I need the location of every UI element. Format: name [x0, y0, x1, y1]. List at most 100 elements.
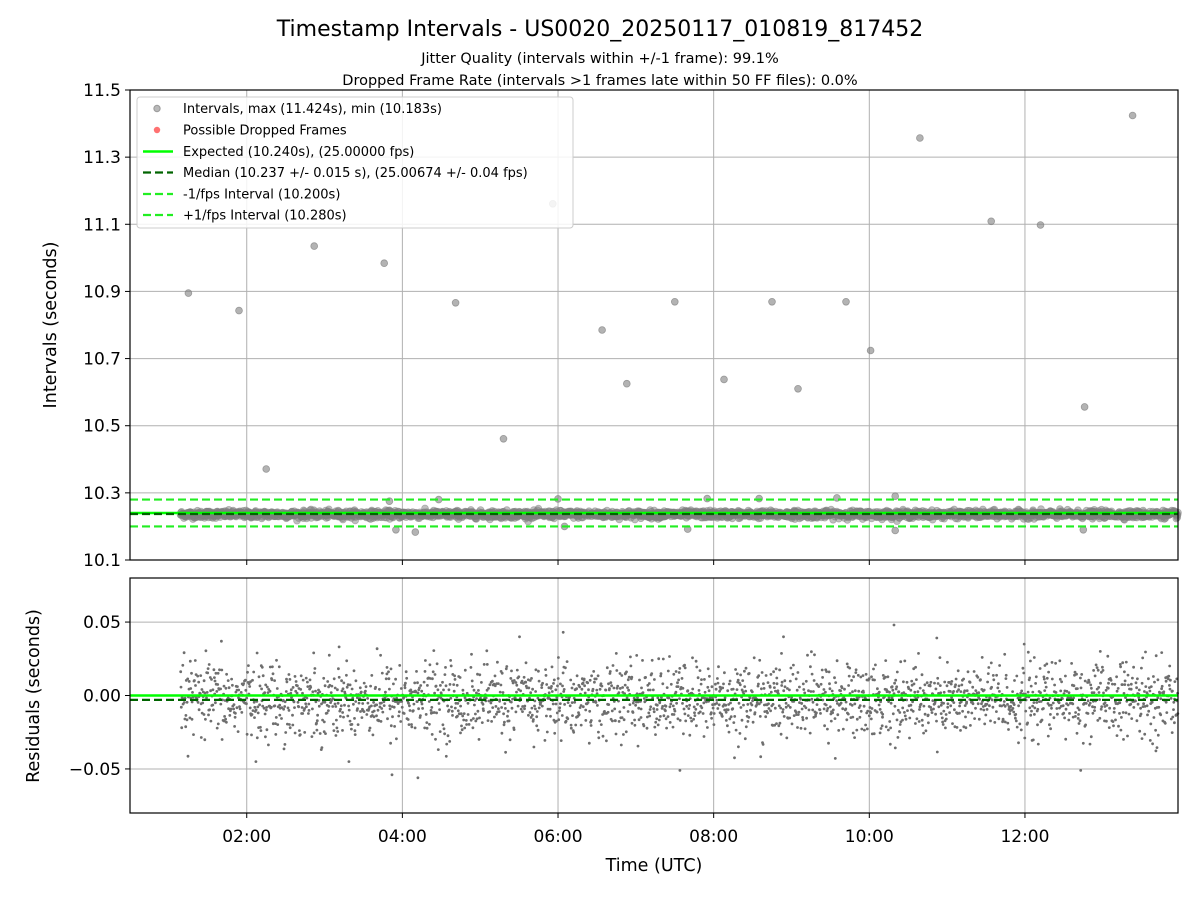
- residual-point: [750, 690, 754, 694]
- residual-point: [498, 690, 502, 694]
- residual-point: [445, 742, 449, 746]
- residual-point: [307, 702, 311, 706]
- residual-point: [456, 714, 459, 718]
- residual-point: [893, 704, 897, 708]
- residual-point: [682, 707, 686, 711]
- residual-point: [734, 668, 737, 671]
- residual-point: [948, 711, 951, 714]
- residual-point: [627, 688, 630, 692]
- residual-point: [274, 733, 278, 736]
- residual-point: [889, 701, 893, 705]
- residual-point: [248, 685, 252, 688]
- residual-point: [893, 746, 897, 750]
- residual-point: [904, 717, 908, 721]
- residual-point: [940, 716, 944, 720]
- residual-point: [788, 706, 792, 709]
- residual-point: [436, 748, 440, 751]
- residual-point: [945, 684, 949, 688]
- residual-point: [431, 677, 434, 681]
- residual-point: [836, 713, 840, 717]
- residual-point: [476, 709, 480, 713]
- residual-point: [946, 705, 950, 709]
- residual-point: [549, 714, 552, 718]
- residual-point: [362, 681, 366, 685]
- residual-point: [408, 709, 412, 712]
- residual-point: [552, 678, 556, 682]
- residual-point: [656, 723, 660, 727]
- residual-point: [268, 689, 272, 693]
- residual-point: [958, 711, 961, 715]
- residual-point: [255, 651, 259, 655]
- residual-point: [481, 702, 485, 706]
- residual-point: [562, 688, 566, 691]
- residual-point: [339, 715, 342, 718]
- residual-point: [512, 728, 516, 731]
- residual-point: [928, 684, 932, 688]
- residual-point: [407, 723, 411, 726]
- residual-point: [929, 680, 933, 684]
- residual-point: [220, 738, 224, 741]
- residual-point: [894, 678, 898, 682]
- intervals-y-tick-label: 11.1: [83, 215, 121, 235]
- residual-point: [225, 720, 228, 724]
- residual-point: [399, 720, 403, 723]
- residual-point: [662, 714, 666, 718]
- residual-point: [535, 724, 539, 728]
- residual-point: [298, 733, 302, 736]
- residual-point: [189, 687, 193, 690]
- residual-point: [908, 736, 911, 740]
- residual-point: [560, 714, 564, 717]
- residual-point: [397, 714, 401, 718]
- residual-point: [650, 658, 654, 662]
- residual-point: [801, 682, 805, 686]
- residual-point: [287, 673, 291, 676]
- residual-point: [759, 755, 763, 759]
- residual-point: [494, 705, 498, 708]
- residual-point: [527, 713, 530, 717]
- residual-point: [809, 665, 812, 669]
- residual-point: [523, 707, 526, 711]
- residual-point: [774, 667, 778, 671]
- residual-point: [471, 685, 474, 688]
- residual-point: [365, 713, 369, 716]
- residual-point: [607, 703, 611, 706]
- residual-point: [681, 686, 685, 690]
- residual-point: [466, 701, 470, 705]
- residual-point: [813, 653, 816, 657]
- residual-point: [345, 659, 349, 663]
- residual-point: [381, 710, 385, 714]
- residual-point: [506, 709, 510, 713]
- residual-point: [874, 663, 877, 667]
- interval-outlier-point: [768, 297, 776, 306]
- residual-point: [558, 702, 562, 705]
- residual-point: [510, 669, 513, 673]
- residual-point: [745, 709, 749, 713]
- residual-point: [608, 670, 612, 673]
- residual-point: [810, 697, 814, 701]
- residual-point: [914, 665, 917, 669]
- residual-point: [435, 711, 438, 715]
- residual-point: [388, 704, 392, 708]
- residual-point: [255, 736, 259, 740]
- residual-point: [202, 679, 206, 683]
- interval-outlier-point: [499, 434, 508, 443]
- residual-point: [683, 666, 687, 670]
- residual-point: [297, 705, 301, 709]
- residual-point: [845, 662, 849, 666]
- residual-point: [580, 687, 584, 691]
- residual-point: [884, 675, 887, 679]
- residual-point: [314, 689, 317, 693]
- residual-point: [674, 670, 678, 673]
- residual-point: [884, 725, 888, 729]
- residual-point: [232, 703, 236, 706]
- residual-point: [288, 726, 292, 730]
- residual-point: [932, 707, 935, 711]
- residual-point: [862, 704, 866, 708]
- residual-point: [387, 677, 391, 681]
- residual-point: [593, 680, 596, 684]
- residual-point: [228, 714, 232, 717]
- residual-point: [855, 717, 859, 721]
- residual-point: [805, 716, 808, 720]
- residual-point: [676, 717, 680, 721]
- residual-point: [923, 712, 927, 716]
